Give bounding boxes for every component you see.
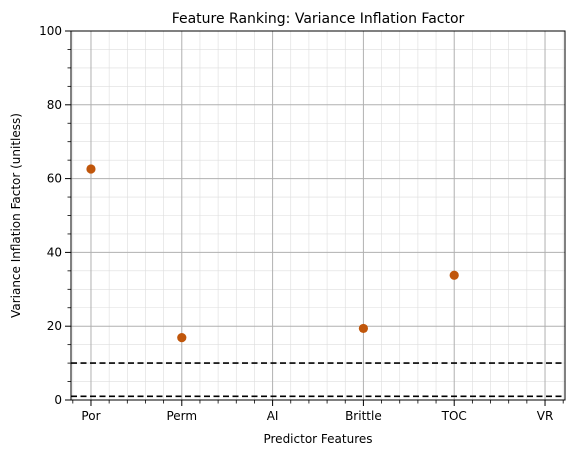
y-tick-label: 100 [39,24,62,38]
data-point-toc [449,270,459,280]
reference-lines [71,362,565,398]
data-points [86,164,459,343]
x-axis-label: Predictor Features [263,432,372,446]
x-tick-label: Por [81,409,100,423]
x-tick-label: AI [267,409,279,423]
y-tick-label: 40 [47,245,62,259]
axis-ticks [65,30,564,406]
y-axis-label: Variance Inflation Factor (unitless) [9,113,23,318]
y-tick-label: 80 [47,98,62,112]
x-tick-label: VR [537,409,554,423]
y-tick-label: 0 [54,393,62,407]
x-tick-label: TOC [441,409,467,423]
y-tick-label: 20 [47,319,62,333]
chart-title: Feature Ranking: Variance Inflation Fact… [172,11,465,27]
x-tick-label: Brittle [345,409,382,423]
data-point-por [86,164,96,174]
x-tick-label: Perm [166,409,197,423]
data-point-brittle [358,323,369,334]
tick-labels: Por Perm AI Brittle TOC VR 0 20 40 60 80 100 [39,24,553,423]
y-tick-label: 60 [47,172,62,186]
minor-grid [71,31,565,400]
data-point-perm [177,333,187,343]
